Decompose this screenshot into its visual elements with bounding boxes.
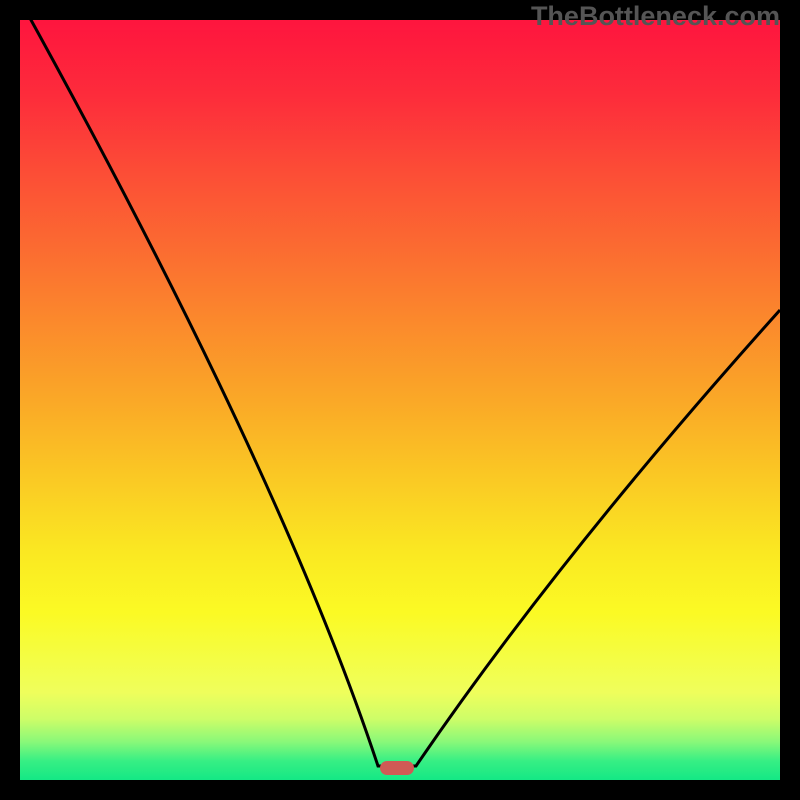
chart-frame-border — [0, 0, 800, 800]
watermark-text: TheBottleneck.com — [531, 1, 780, 32]
chart-stage: TheBottleneck.com — [0, 0, 800, 800]
